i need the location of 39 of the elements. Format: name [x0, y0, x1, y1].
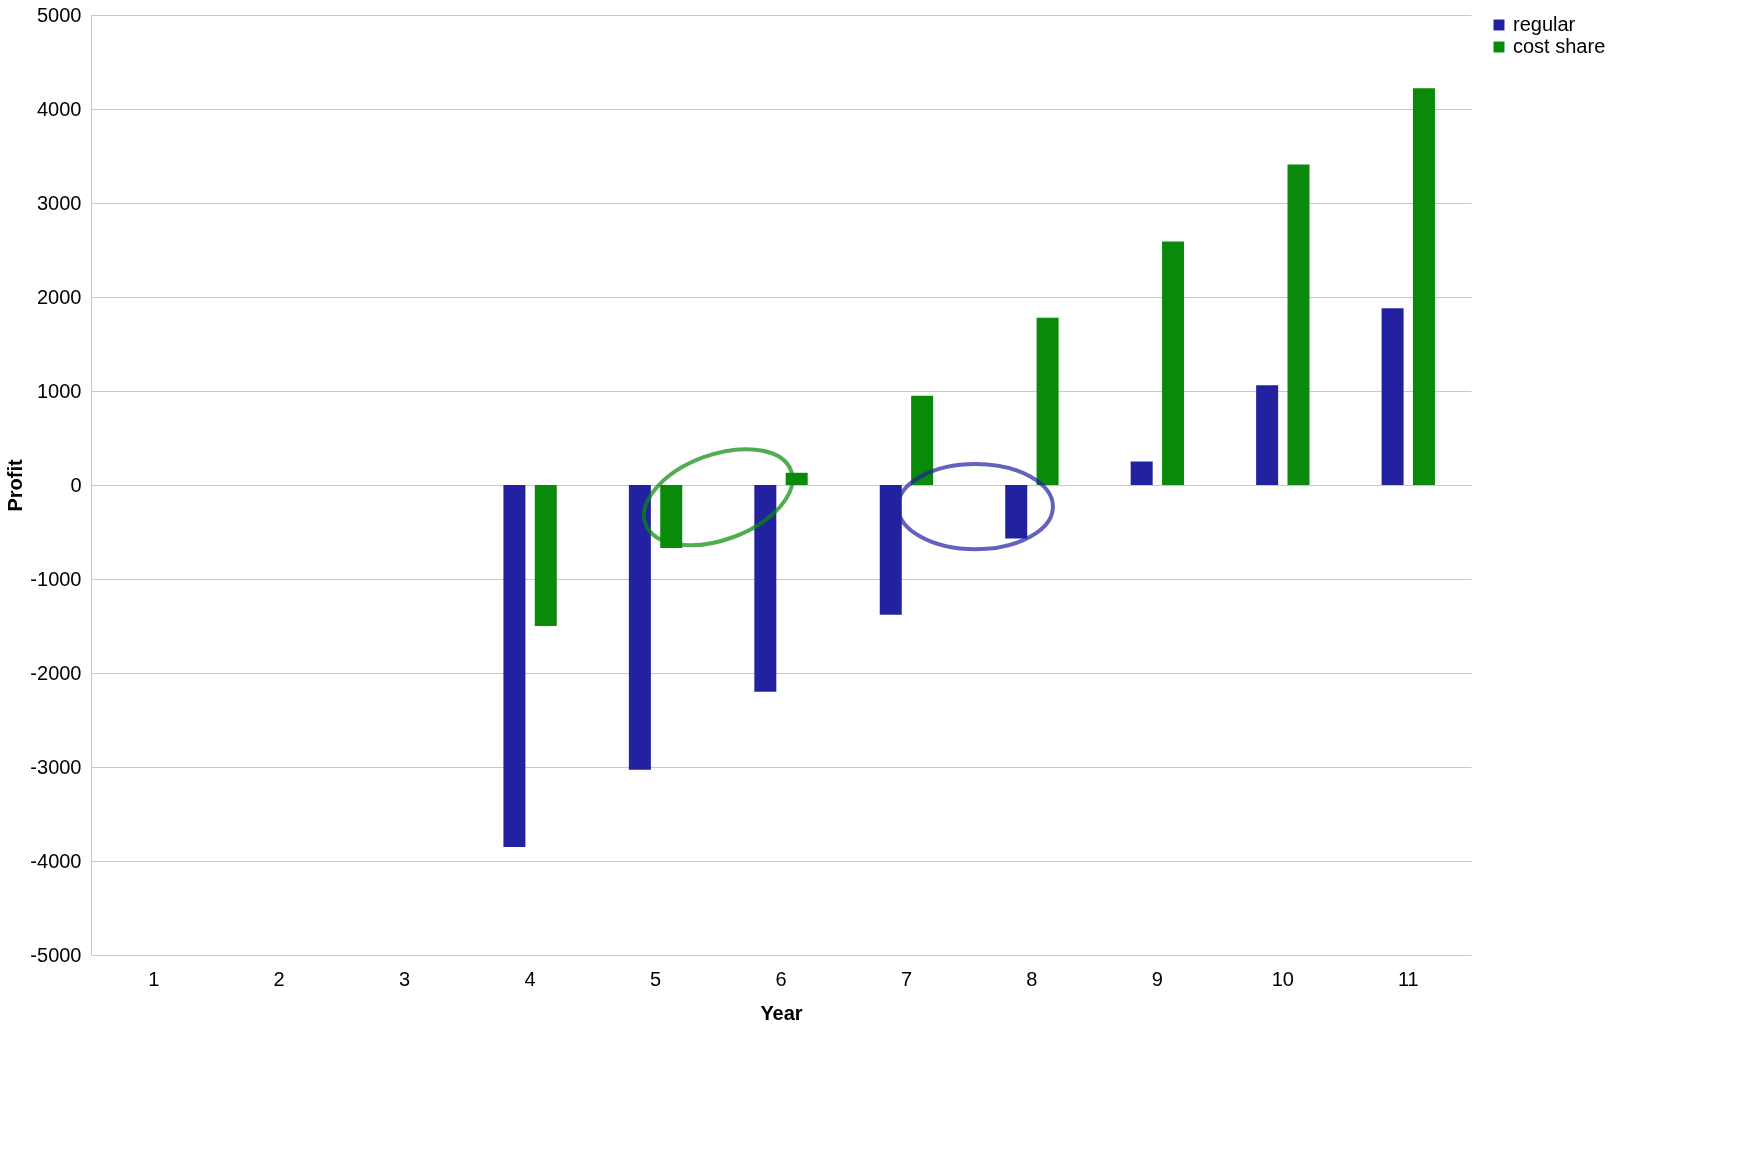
y-axis-title: Profit: [4, 459, 27, 512]
x-tick-label: 3: [399, 967, 411, 990]
x-tick-label: 5: [649, 967, 662, 990]
x-tick-label: 6: [775, 967, 787, 990]
y-tick-label: -1000: [30, 567, 82, 590]
y-tick-label: 1000: [37, 379, 82, 402]
x-tick-label: 7: [900, 967, 913, 990]
y-tick-label: 5000: [37, 3, 82, 26]
y-tick-label: -5000: [30, 943, 82, 966]
y-tick-label: -2000: [30, 661, 82, 684]
x-tick-label: 11: [1397, 967, 1419, 990]
x-tick-label: 1: [148, 967, 160, 990]
x-axis-title: Year: [760, 1001, 803, 1024]
x-tick-label: 2: [273, 967, 285, 990]
x-tick-label: 4: [524, 967, 536, 990]
x-tick-label: 10: [1271, 967, 1294, 990]
bar: [1036, 317, 1059, 485]
bar: [503, 485, 526, 847]
bar: [1005, 485, 1028, 539]
bar: [1381, 308, 1404, 485]
x-tick-label: 8: [1026, 967, 1038, 990]
y-tick-label: -4000: [30, 849, 82, 872]
y-tick-label: 3000: [37, 191, 82, 214]
bar: [1287, 164, 1310, 485]
bar: [1130, 461, 1153, 485]
y-tick-label: 2000: [37, 285, 82, 308]
bar: [534, 485, 557, 626]
bar: [628, 485, 651, 770]
bar: [1162, 241, 1185, 485]
bar: [911, 395, 934, 485]
y-tick-label: -3000: [30, 755, 82, 778]
x-tick-label: 9: [1151, 967, 1163, 990]
y-tick-label: 0: [70, 473, 82, 496]
legend-label: regular: [1513, 13, 1576, 35]
y-tick-label: 4000: [37, 97, 82, 120]
bar: [1412, 88, 1435, 485]
bar: [1256, 385, 1279, 485]
bar: [754, 485, 777, 692]
legend-label: cost share: [1513, 35, 1606, 57]
